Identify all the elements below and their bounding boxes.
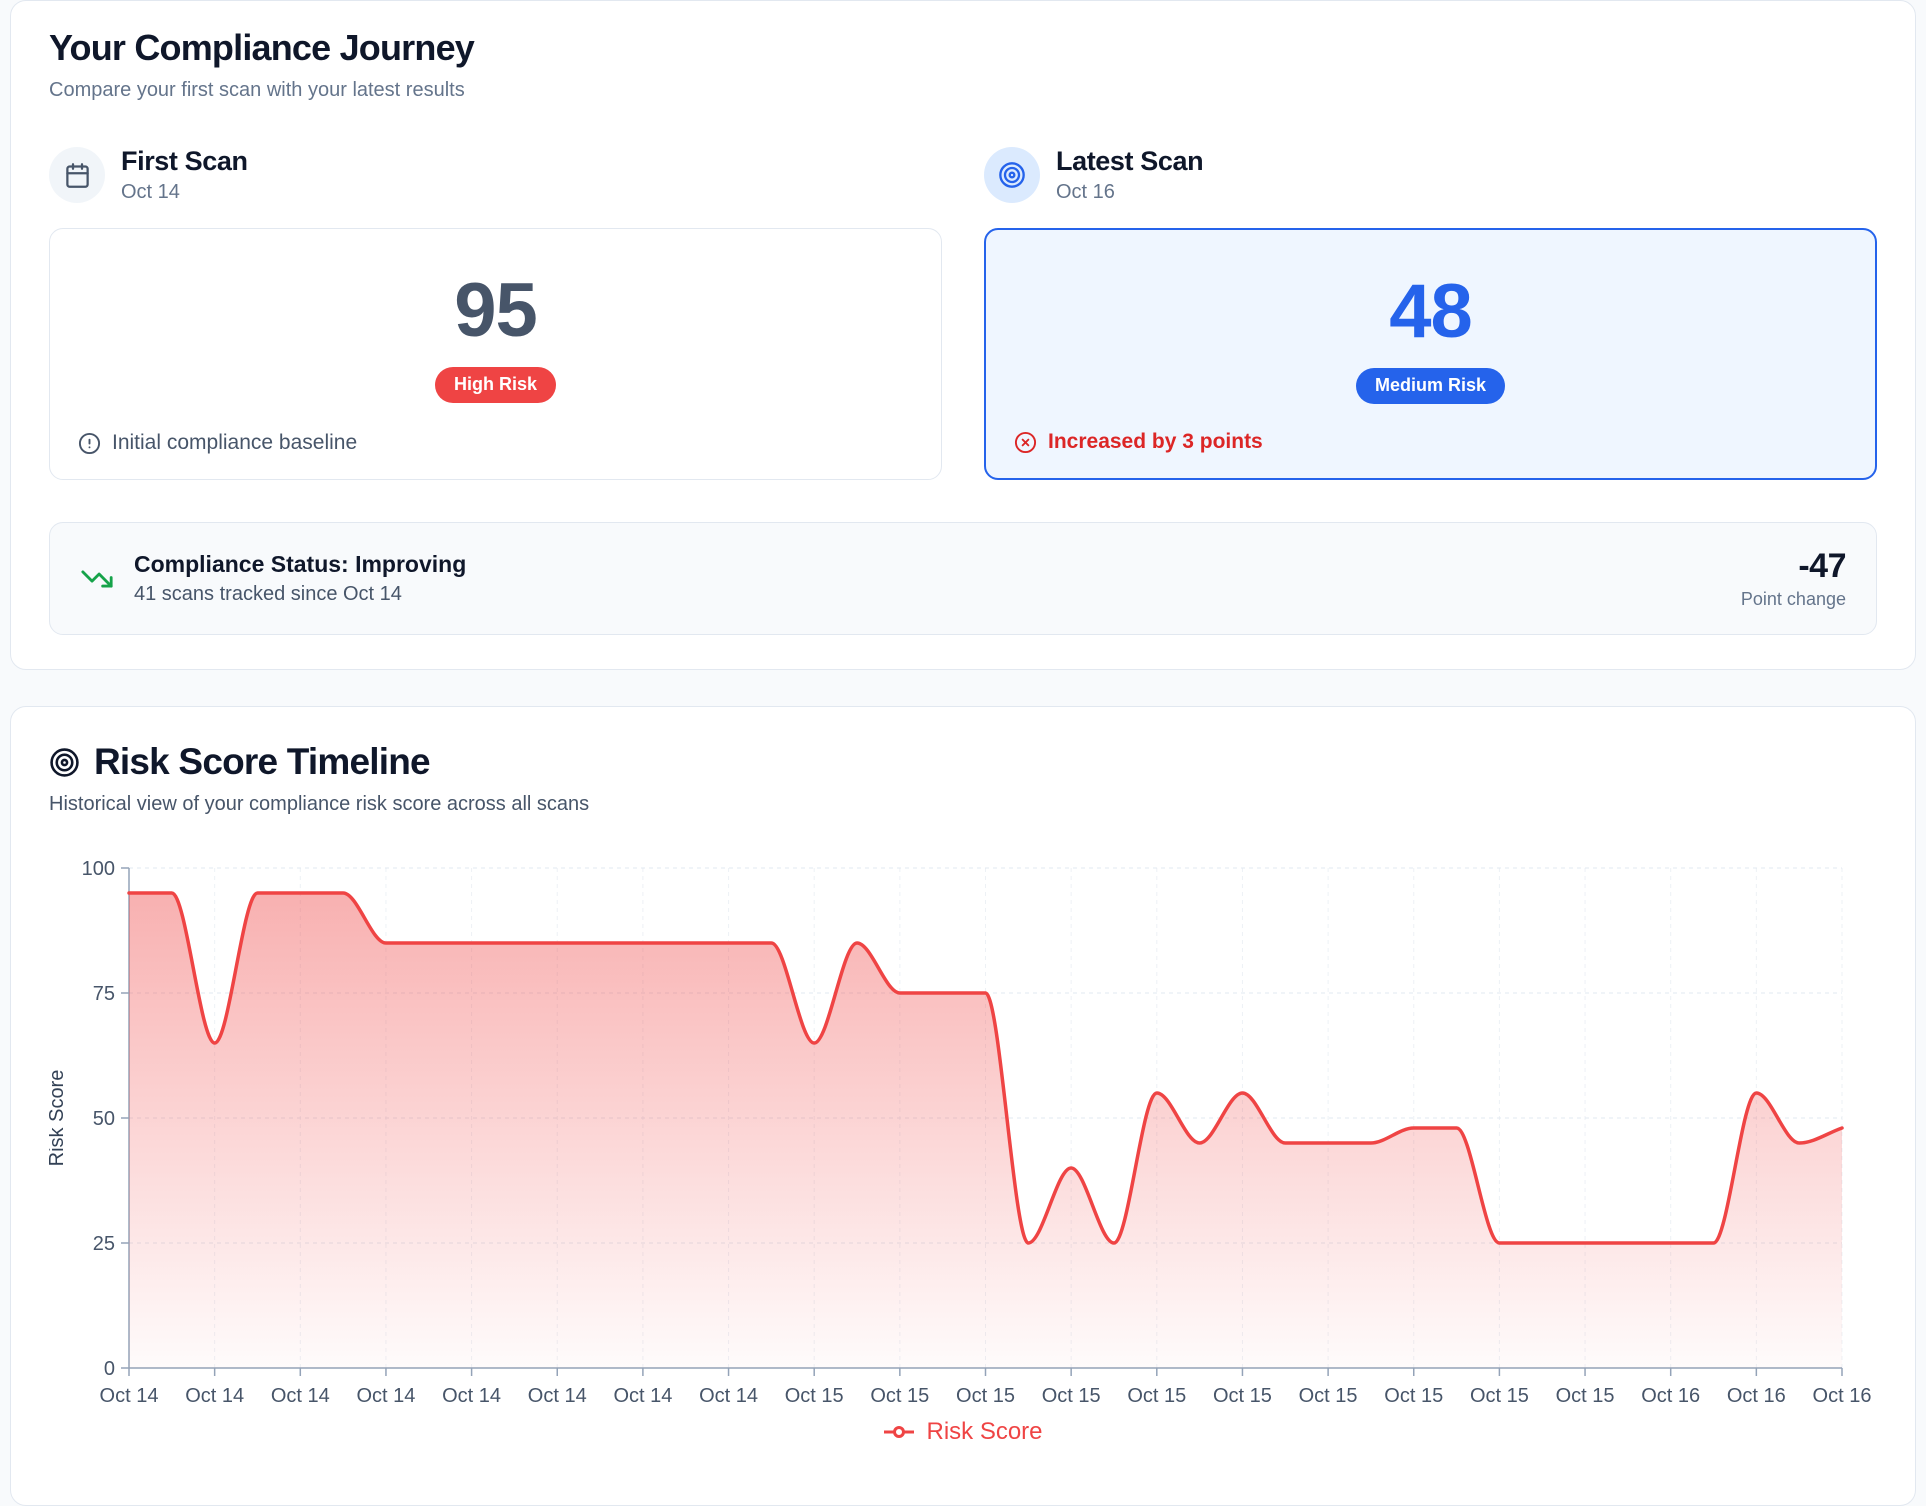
scan-comparison-grid: First Scan Oct 14 95 High Risk Initial c… <box>49 146 1877 480</box>
timeline-subtitle: Historical view of your compliance risk … <box>49 793 590 815</box>
first-scan-score: 95 <box>454 268 538 353</box>
x-tick-label: Oct 15 <box>870 1385 929 1407</box>
latest-scan-note-text: Increased by 3 points <box>1048 430 1263 453</box>
target-icon <box>984 147 1040 203</box>
first-scan-score-card: 95 High Risk Initial compliance baseline <box>49 228 942 480</box>
chart-line <box>127 891 1844 1245</box>
status-title: Compliance Status: Improving <box>134 551 467 577</box>
first-scan-note-text: Initial compliance baseline <box>112 431 358 454</box>
status-text: Compliance Status: Improving 41 scans tr… <box>134 551 466 606</box>
x-tick-label: Oct 15 <box>1470 1385 1529 1407</box>
legend-line-icon <box>884 1426 915 1438</box>
x-tick-label: Oct 14 <box>613 1385 672 1407</box>
point-change-value: -47 <box>1798 547 1846 585</box>
latest-scan-risk-badge: Medium Risk <box>1355 368 1506 404</box>
latest-scan-column: Latest Scan Oct 16 48 Medium Risk Increa… <box>984 146 1877 480</box>
x-tick-label: Oct 16 <box>1727 1385 1786 1407</box>
latest-scan-header-text: Latest Scan Oct 16 <box>1056 146 1204 204</box>
legend-label: Risk Score <box>926 1418 1043 1445</box>
y-tick-label: 100 <box>82 858 115 880</box>
page-title: Your Compliance Journey <box>49 27 475 68</box>
x-tick-label: Oct 14 <box>185 1385 244 1407</box>
x-tick-label: Oct 16 <box>1813 1385 1872 1407</box>
first-scan-note: Initial compliance baseline <box>78 431 357 455</box>
latest-scan-note: Increased by 3 points <box>1014 430 1263 454</box>
y-axis-labels: 0 25 50 75 100 <box>82 858 115 1380</box>
status-right: -47 Point change <box>1740 547 1847 610</box>
x-tick-label: Oct 14 <box>271 1385 330 1407</box>
y-axis-title: Risk Score <box>49 1070 68 1167</box>
page-subtitle: Compare your first scan with your latest… <box>49 79 465 101</box>
trending-down-icon <box>81 570 113 587</box>
latest-scan-date: Oct 16 <box>1056 181 1115 203</box>
x-tick-label: Oct 15 <box>956 1385 1015 1407</box>
latest-scan-score: 48 <box>1389 269 1473 354</box>
x-tick-label: Oct 15 <box>1556 1385 1615 1407</box>
latest-scan-header: Latest Scan Oct 16 <box>984 146 1877 204</box>
x-tick-label: Oct 14 <box>100 1385 159 1407</box>
status-left: Compliance Status: Improving 41 scans tr… <box>80 551 466 606</box>
timeline-header: Risk Score Timeline <box>49 741 1877 783</box>
x-tick-label: Oct 14 <box>356 1385 415 1407</box>
latest-scan-label: Latest Scan <box>1056 146 1204 176</box>
latest-scan-score-card: 48 Medium Risk Increased by 3 points <box>984 228 1877 480</box>
x-tick-label: Oct 15 <box>1213 1385 1272 1407</box>
chart-area-fill <box>129 893 1842 1368</box>
x-tick-label: Oct 15 <box>1042 1385 1101 1407</box>
first-scan-label: First Scan <box>121 146 248 176</box>
x-tick-label: Oct 15 <box>1299 1385 1358 1407</box>
y-tick-label: 0 <box>104 1358 115 1380</box>
point-change-label: Point change <box>1740 589 1846 609</box>
calendar-icon <box>49 147 105 203</box>
first-scan-column: First Scan Oct 14 95 High Risk Initial c… <box>49 146 942 480</box>
timeline-title: Risk Score Timeline <box>94 741 431 782</box>
risk-score-timeline-card: Risk Score Timeline Historical view of y… <box>10 706 1916 1506</box>
status-subtitle: 41 scans tracked since Oct 14 <box>134 583 402 605</box>
x-tick-label: Oct 15 <box>1127 1385 1186 1407</box>
y-tick-label: 25 <box>93 1233 115 1255</box>
first-scan-date: Oct 14 <box>121 181 180 203</box>
x-tick-label: Oct 15 <box>1384 1385 1443 1407</box>
compliance-journey-card: Your Compliance Journey Compare your fir… <box>10 0 1916 670</box>
y-tick-label: 75 <box>93 983 115 1005</box>
x-tick-label: Oct 14 <box>528 1385 587 1407</box>
alert-circle-icon <box>78 432 101 454</box>
compliance-status-row: Compliance Status: Improving 41 scans tr… <box>49 522 1877 635</box>
x-tick-label: Oct 14 <box>699 1385 758 1407</box>
x-tick-label: Oct 16 <box>1641 1385 1700 1407</box>
first-scan-header: First Scan Oct 14 <box>49 146 942 204</box>
first-scan-header-text: First Scan Oct 14 <box>121 146 248 204</box>
x-axis-labels: Oct 14 Oct 14 Oct 14 Oct 14 Oct 14 Oct 14 Oct … <box>100 1385 1872 1407</box>
target-outline-icon <box>50 747 79 777</box>
x-circle-icon <box>1014 431 1037 453</box>
x-tick-label: Oct 15 <box>785 1385 844 1407</box>
chart-legend: Risk Score <box>49 1418 1877 1446</box>
chart-wrapper: 0 25 50 75 100 Oct 14 Oct 14 Oct 14 Oct 14 Oct 1… <box>49 848 1877 1446</box>
first-scan-risk-badge: High Risk <box>434 367 556 403</box>
x-tick-label: Oct 14 <box>442 1385 501 1407</box>
y-tick-label: 50 <box>93 1108 115 1130</box>
